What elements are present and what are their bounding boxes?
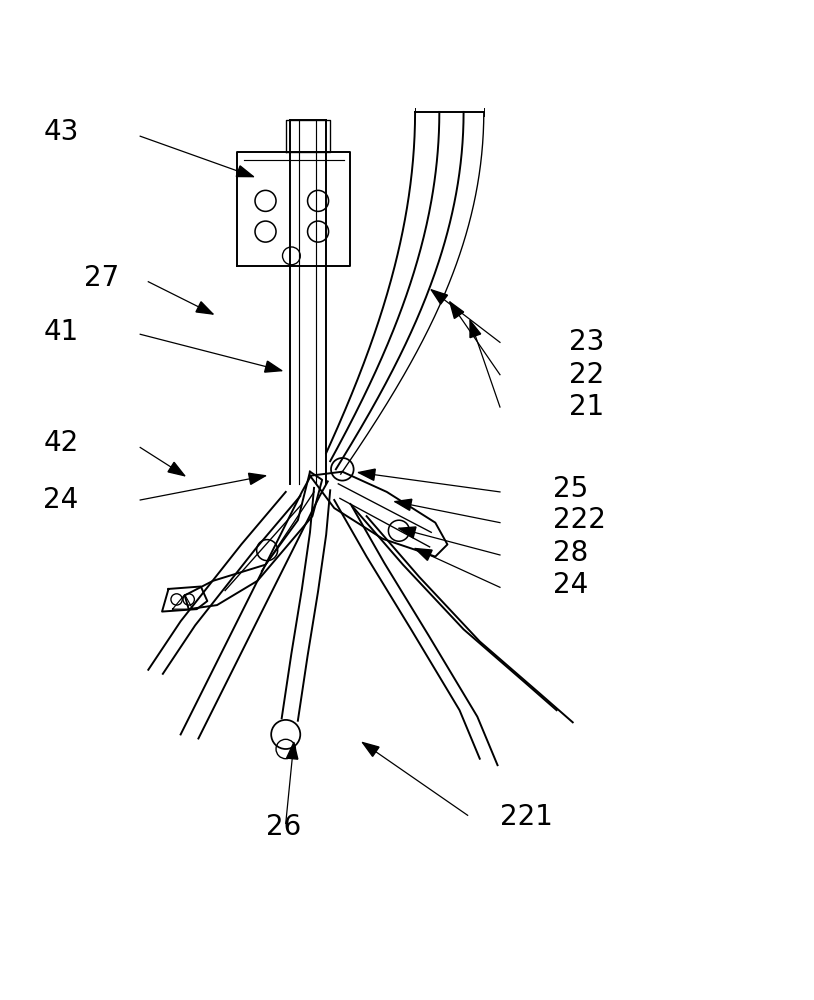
Text: 25: 25	[553, 475, 588, 503]
Polygon shape	[362, 743, 379, 756]
Polygon shape	[470, 321, 481, 338]
Polygon shape	[431, 290, 448, 304]
Polygon shape	[287, 743, 298, 759]
Text: 27: 27	[84, 264, 119, 292]
Text: 42: 42	[43, 429, 78, 457]
Text: 24: 24	[553, 571, 588, 599]
Text: 22: 22	[569, 361, 604, 389]
Text: 221: 221	[500, 803, 553, 831]
Text: 222: 222	[553, 506, 606, 534]
Polygon shape	[236, 166, 253, 177]
Polygon shape	[265, 361, 282, 372]
Polygon shape	[196, 302, 213, 314]
Text: 41: 41	[43, 318, 78, 346]
Text: 28: 28	[553, 539, 588, 567]
Polygon shape	[399, 527, 416, 538]
Polygon shape	[395, 499, 412, 510]
Text: 26: 26	[265, 813, 300, 841]
Polygon shape	[450, 302, 464, 318]
Polygon shape	[358, 469, 375, 480]
Polygon shape	[248, 473, 265, 484]
Polygon shape	[168, 462, 185, 476]
Text: 23: 23	[569, 328, 604, 356]
Text: 24: 24	[43, 486, 78, 514]
Text: 21: 21	[569, 393, 604, 421]
Polygon shape	[415, 549, 432, 560]
Text: 43: 43	[43, 118, 79, 146]
